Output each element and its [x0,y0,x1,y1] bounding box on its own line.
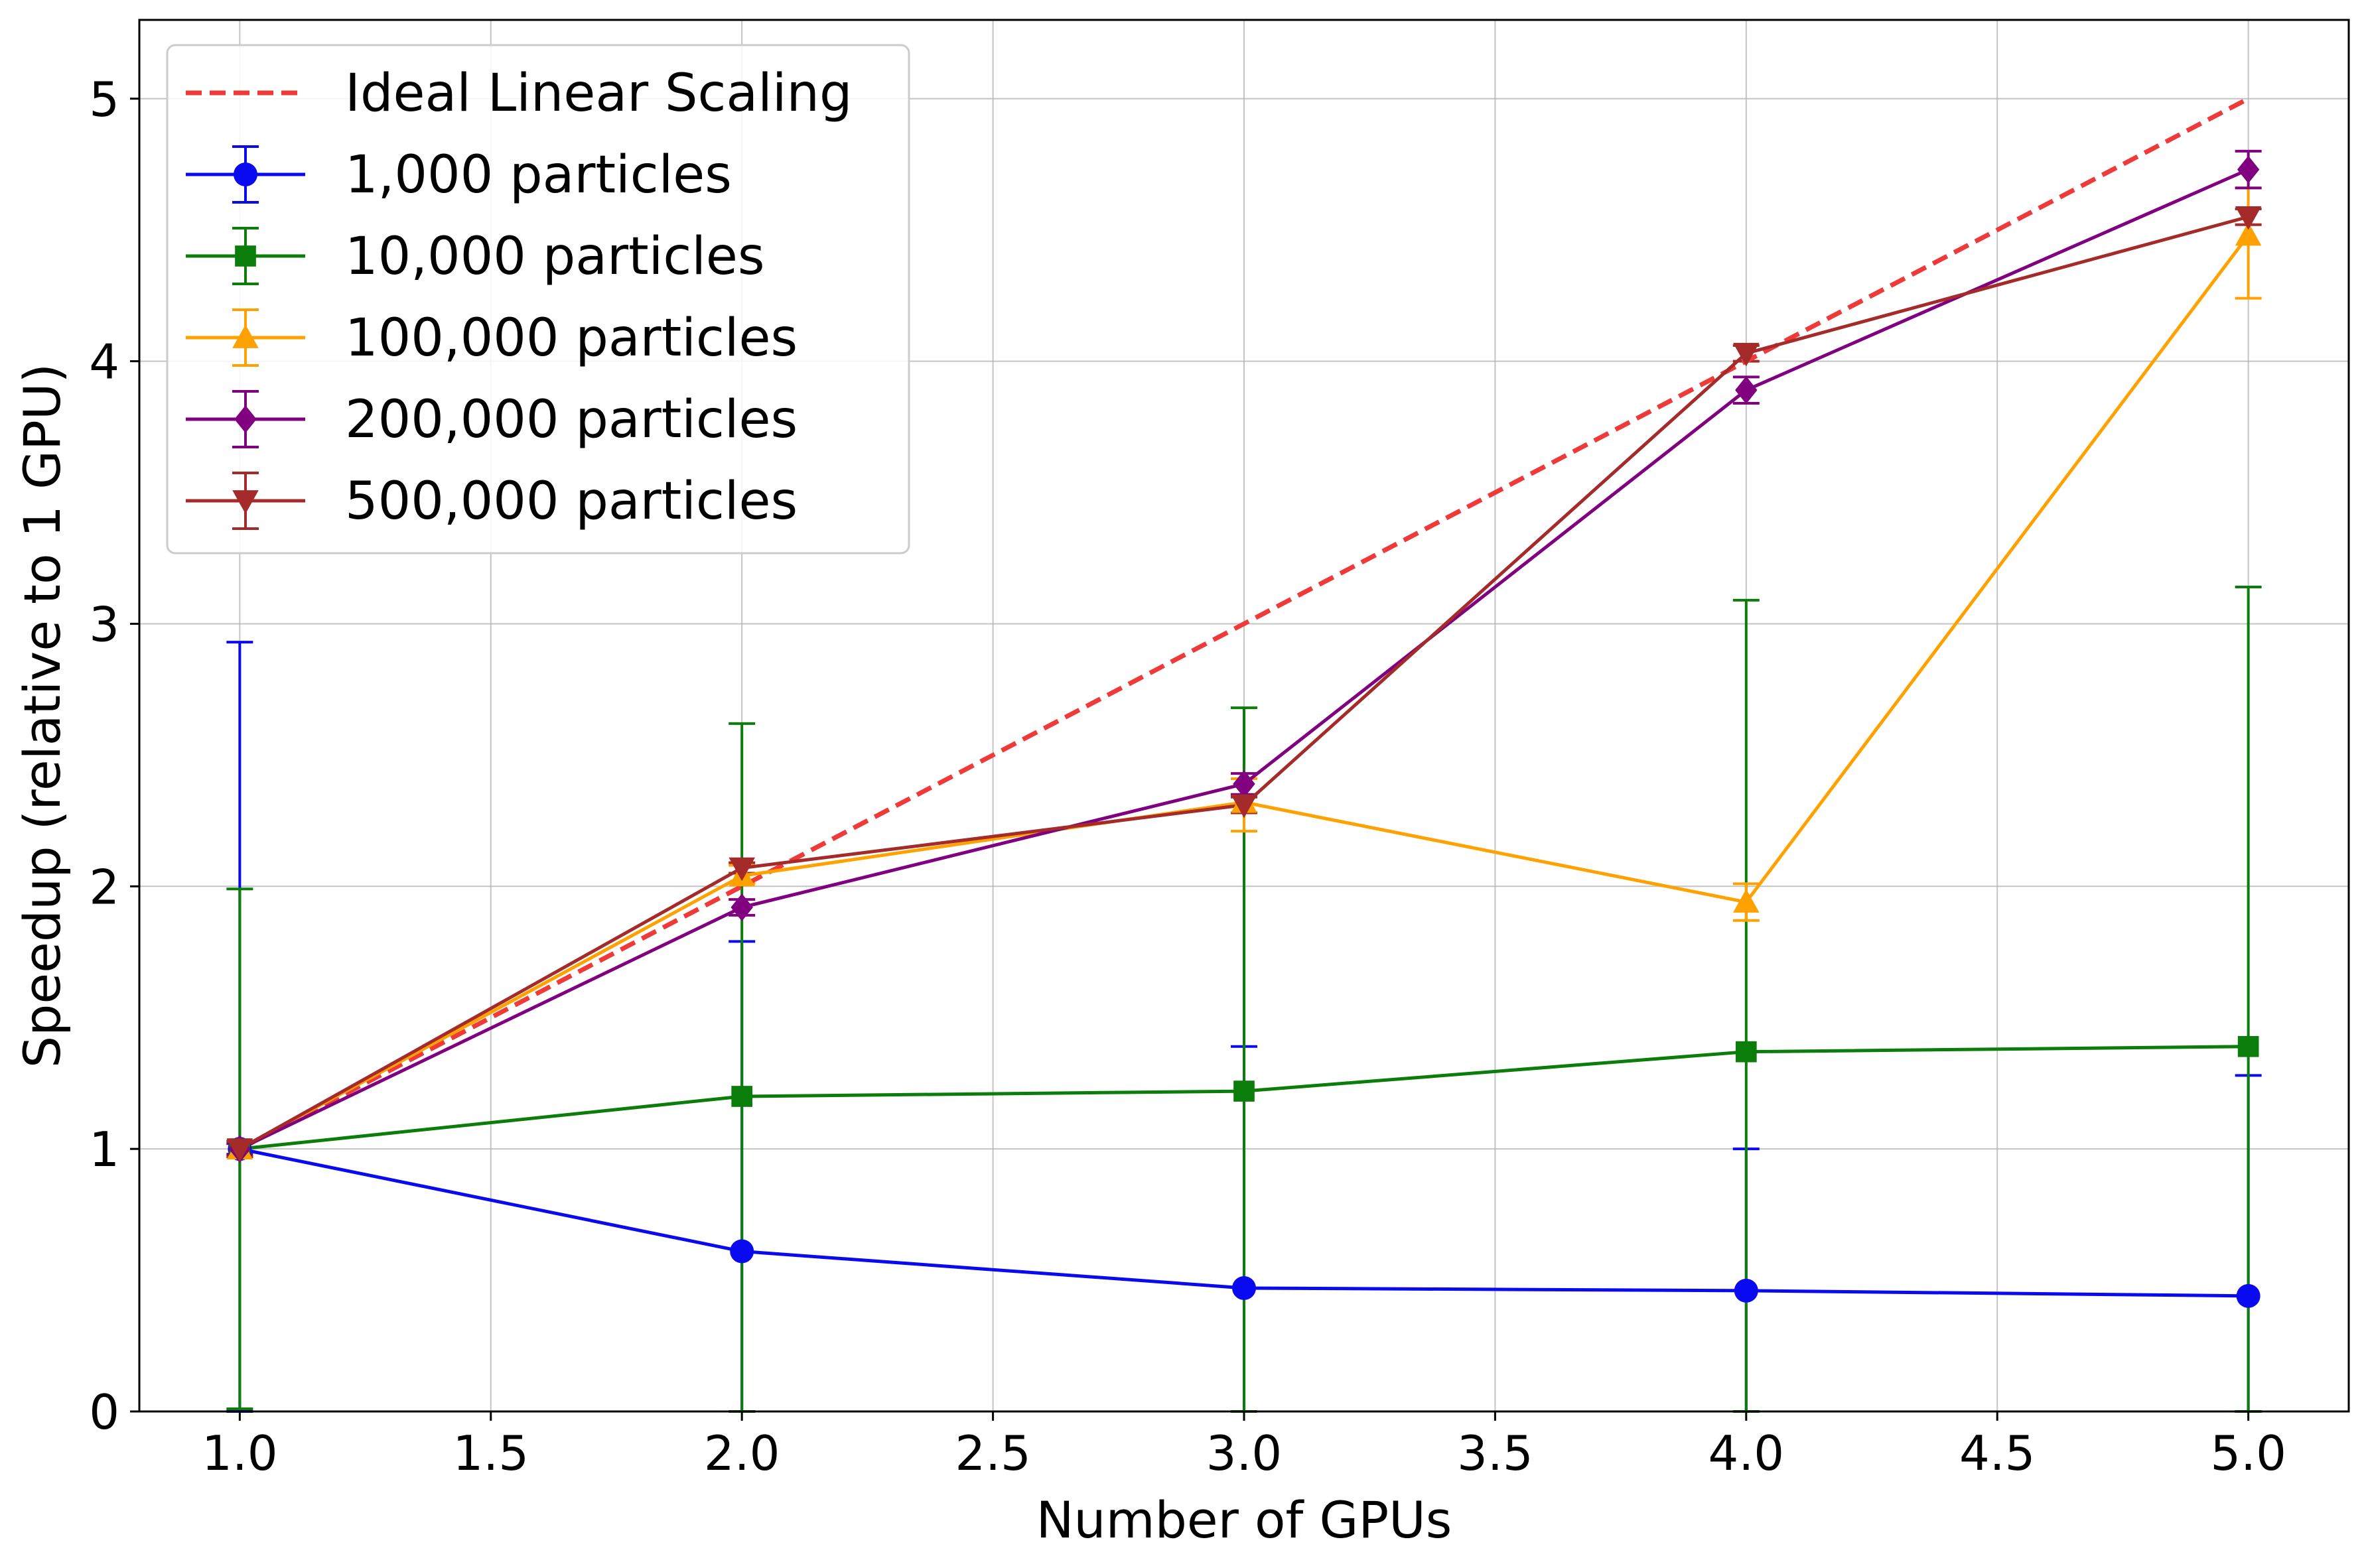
legend-label: 200,000 particles [345,390,798,450]
data-point-marker [731,893,753,921]
legend-box [166,44,910,555]
data-point-marker [729,857,755,882]
data-point-marker [1232,1275,1256,1300]
y-axis-title: Speedup (relative to 1 GPU) [13,363,72,1068]
axis-ticks: 1.0 1.5 2.0 2.5 3.0 3.5 4.0 4.5 5.0 0 1 2 3 4 5 [89,72,2286,1481]
legend-label: 1,000 particles [345,145,732,205]
y-tick-label: 3 [89,596,119,652]
y-tick-label: 5 [89,72,119,127]
x-tick-label: 1.0 [202,1425,278,1481]
data-point-marker [1231,794,1257,818]
legend-marker [234,163,257,186]
x-axis-title: Number of GPUs [1036,1490,1452,1549]
data-point-marker [1734,1278,1758,1303]
legend-marker [234,405,257,433]
data-point-marker [1233,770,1255,798]
legend-label: Ideal Linear Scaling [345,64,852,123]
data-point-marker [2237,155,2260,184]
y-tick-label: 2 [89,859,119,915]
series-markers [226,155,2262,1308]
y-tick-label: 4 [89,334,119,390]
data-point-marker [1735,376,1758,405]
x-tick-label: 3.5 [1457,1425,1533,1481]
x-tick-label: 5.0 [2210,1425,2286,1481]
data-point-marker [2235,206,2262,230]
data-point-marker [1233,1080,1255,1102]
data-point-marker [731,1086,753,1107]
x-tick-label: 2.0 [704,1425,780,1481]
legend-label: 10,000 particles [345,227,765,287]
data-point-marker [1735,1041,1757,1063]
legend-marker [232,324,259,348]
legend-marker [232,490,259,514]
series-line [238,96,2250,1151]
data-point-marker [730,1239,754,1264]
legend-marker [235,245,256,267]
y-tick-label: 1 [89,1122,119,1177]
x-tick-label: 3.0 [1206,1425,1283,1481]
data-point-marker [1733,342,1760,367]
data-point-marker [2235,222,2262,246]
x-tick-label: 4.5 [1959,1425,2036,1481]
data-point-marker [226,1138,253,1162]
x-tick-label: 4.0 [1708,1425,1785,1481]
x-tick-label: 2.5 [955,1425,1031,1481]
data-point-marker [1733,889,1760,913]
legend-label: 100,000 particles [345,308,798,368]
y-tick-label: 0 [89,1384,119,1440]
legend: Ideal Linear Scaling 1,000 particles 10,00… [166,44,910,555]
data-point-marker [2236,1283,2261,1308]
data-point-marker [2237,1035,2259,1057]
x-tick-label: 1.5 [453,1425,529,1481]
legend-label: 500,000 particles [345,472,798,531]
